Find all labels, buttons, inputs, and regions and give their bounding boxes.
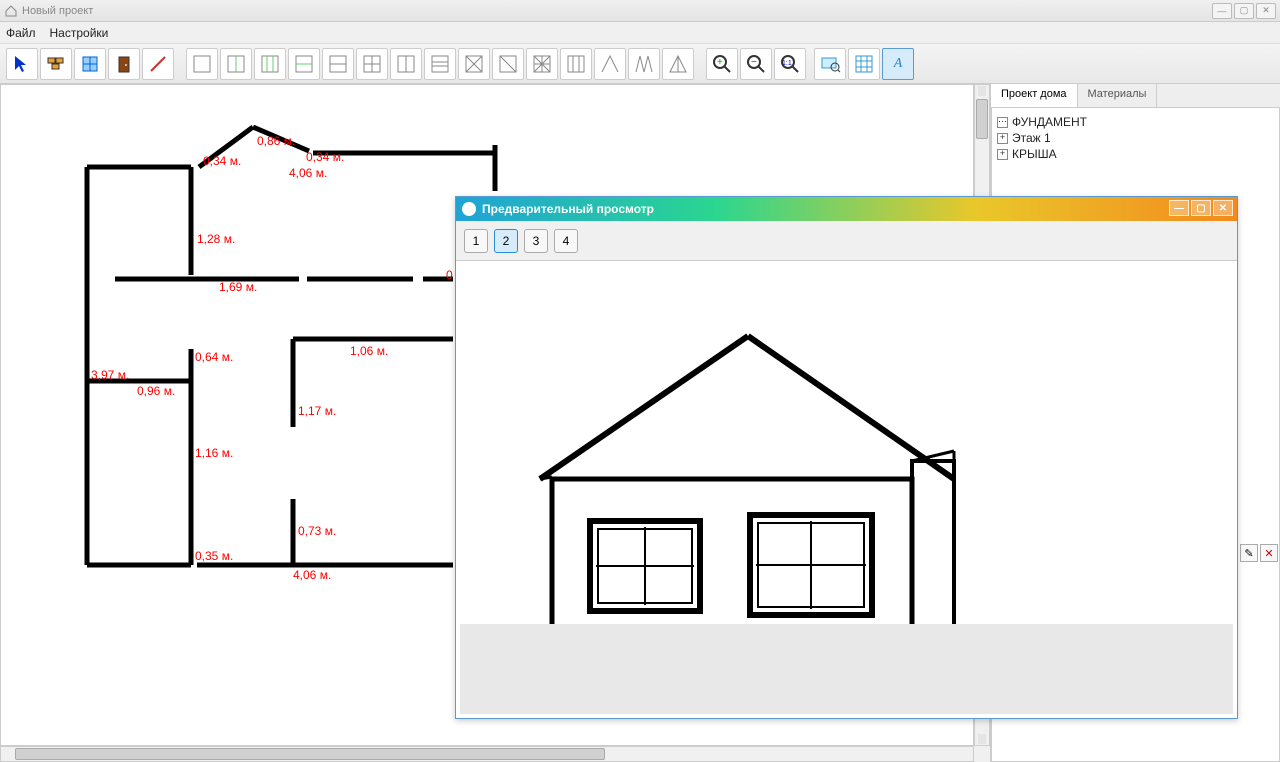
- menu-bar: Файл Настройки: [0, 22, 1280, 44]
- svg-text:+: +: [717, 57, 723, 68]
- tool-shape-12[interactable]: [560, 48, 592, 80]
- tab-materials[interactable]: Материалы: [1077, 83, 1158, 107]
- window-title: Новый проект: [22, 5, 93, 17]
- tab-project[interactable]: Проект дома: [990, 83, 1078, 107]
- svg-text:1,17 м.: 1,17 м.: [298, 404, 336, 418]
- preview-toolbar: 1234: [456, 221, 1237, 261]
- preview-title-bar[interactable]: Предварительный просмотр — ▢ ✕: [456, 197, 1237, 221]
- preview-view-4[interactable]: 4: [554, 229, 578, 253]
- tool-line[interactable]: [142, 48, 174, 80]
- preview-title: Предварительный просмотр: [482, 202, 654, 216]
- svg-text:0,96 м.: 0,96 м.: [137, 384, 175, 398]
- tool-shape-7[interactable]: [390, 48, 422, 80]
- preview-icon: [462, 202, 476, 216]
- svg-text:1,28 м.: 1,28 м.: [197, 232, 235, 246]
- tool-shape-6[interactable]: [356, 48, 388, 80]
- svg-text:0,86 м.: 0,86 м.: [257, 134, 295, 148]
- menu-settings[interactable]: Настройки: [50, 26, 109, 40]
- preview-view-3[interactable]: 3: [524, 229, 548, 253]
- tree-roof[interactable]: КРЫША: [994, 146, 1277, 162]
- svg-text:0,35 м.: 0,35 м.: [195, 549, 233, 563]
- tool-grid[interactable]: [848, 48, 880, 80]
- preview-window: Предварительный просмотр — ▢ ✕ 1234: [455, 196, 1238, 719]
- svg-text:0,34 м.: 0,34 м.: [203, 154, 241, 168]
- tool-shape-8[interactable]: [424, 48, 456, 80]
- main-title-bar: Новый проект — ▢ ✕: [0, 0, 1280, 22]
- edit-icon[interactable]: ✎: [1240, 544, 1258, 562]
- svg-text:0: 0: [446, 268, 453, 282]
- tool-preview[interactable]: [814, 48, 846, 80]
- svg-text:−: −: [751, 57, 757, 68]
- preview-footer: [460, 624, 1233, 714]
- menu-file[interactable]: Файл: [6, 26, 36, 40]
- tool-text[interactable]: A: [882, 48, 914, 80]
- tree-floor1[interactable]: Этаж 1: [994, 130, 1277, 146]
- window-buttons: — ▢ ✕: [1212, 3, 1276, 19]
- tool-zoom-11[interactable]: 1:1: [774, 48, 806, 80]
- side-buttons: ✎ ✕: [1240, 544, 1278, 562]
- tool-shape-1[interactable]: [186, 48, 218, 80]
- minimize-button[interactable]: —: [1212, 3, 1232, 19]
- tool-window[interactable]: [74, 48, 106, 80]
- tool-shape-5[interactable]: [322, 48, 354, 80]
- tool-shape-10[interactable]: [492, 48, 524, 80]
- preview-minimize-button[interactable]: —: [1169, 200, 1189, 216]
- tool-shape-14[interactable]: [628, 48, 660, 80]
- preview-maximize-button[interactable]: ▢: [1191, 200, 1211, 216]
- tool-wall[interactable]: [40, 48, 72, 80]
- svg-text:4,06 м.: 4,06 м.: [289, 166, 327, 180]
- tool-shape-2[interactable]: [220, 48, 252, 80]
- svg-text:1:1: 1:1: [782, 60, 792, 67]
- tool-shape-11[interactable]: [526, 48, 558, 80]
- preview-view-1[interactable]: 1: [464, 229, 488, 253]
- tool-zoom-in[interactable]: +: [706, 48, 738, 80]
- delete-icon[interactable]: ✕: [1260, 544, 1278, 562]
- svg-text:0,73 м.: 0,73 м.: [298, 524, 336, 538]
- tool-shape-3[interactable]: [254, 48, 286, 80]
- svg-text:4,06 м.: 4,06 м.: [293, 568, 331, 582]
- svg-text:1,69 м.: 1,69 м.: [219, 280, 257, 294]
- svg-text:1,06 м.: 1,06 м.: [350, 344, 388, 358]
- svg-text:3,97 м.: 3,97 м.: [91, 368, 129, 382]
- toolbar: + − 1:1 A: [0, 44, 1280, 84]
- tree-foundation[interactable]: ФУНДАМЕНТ: [994, 114, 1277, 130]
- tool-shape-9[interactable]: [458, 48, 490, 80]
- svg-text:0,64 м.: 0,64 м.: [195, 350, 233, 364]
- svg-text:0,34 м.: 0,34 м.: [306, 150, 344, 164]
- tool-zoom-out[interactable]: −: [740, 48, 772, 80]
- svg-text:1,16 м.: 1,16 м.: [195, 446, 233, 460]
- preview-view-2[interactable]: 2: [494, 229, 518, 253]
- horizontal-scrollbar[interactable]: [0, 746, 974, 762]
- side-tabs: Проект дома Материалы: [991, 84, 1280, 108]
- maximize-button[interactable]: ▢: [1234, 3, 1254, 19]
- tool-shape-13[interactable]: [594, 48, 626, 80]
- close-button[interactable]: ✕: [1256, 3, 1276, 19]
- tool-shape-4[interactable]: [288, 48, 320, 80]
- tool-door[interactable]: [108, 48, 140, 80]
- preview-close-button[interactable]: ✕: [1213, 200, 1233, 216]
- tool-pointer[interactable]: [6, 48, 38, 80]
- tool-shape-15[interactable]: [662, 48, 694, 80]
- home-icon: [4, 4, 18, 18]
